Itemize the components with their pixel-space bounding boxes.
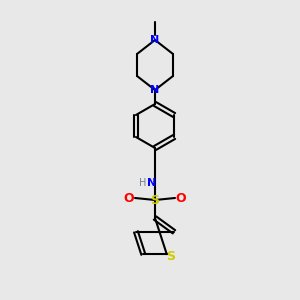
Text: O: O — [176, 191, 186, 205]
Text: H: H — [139, 178, 147, 188]
Text: O: O — [124, 191, 134, 205]
Text: N: N — [150, 85, 160, 95]
Text: S: S — [151, 194, 160, 206]
Text: N: N — [150, 35, 160, 45]
Text: N: N — [147, 178, 157, 188]
Text: S: S — [166, 250, 175, 263]
